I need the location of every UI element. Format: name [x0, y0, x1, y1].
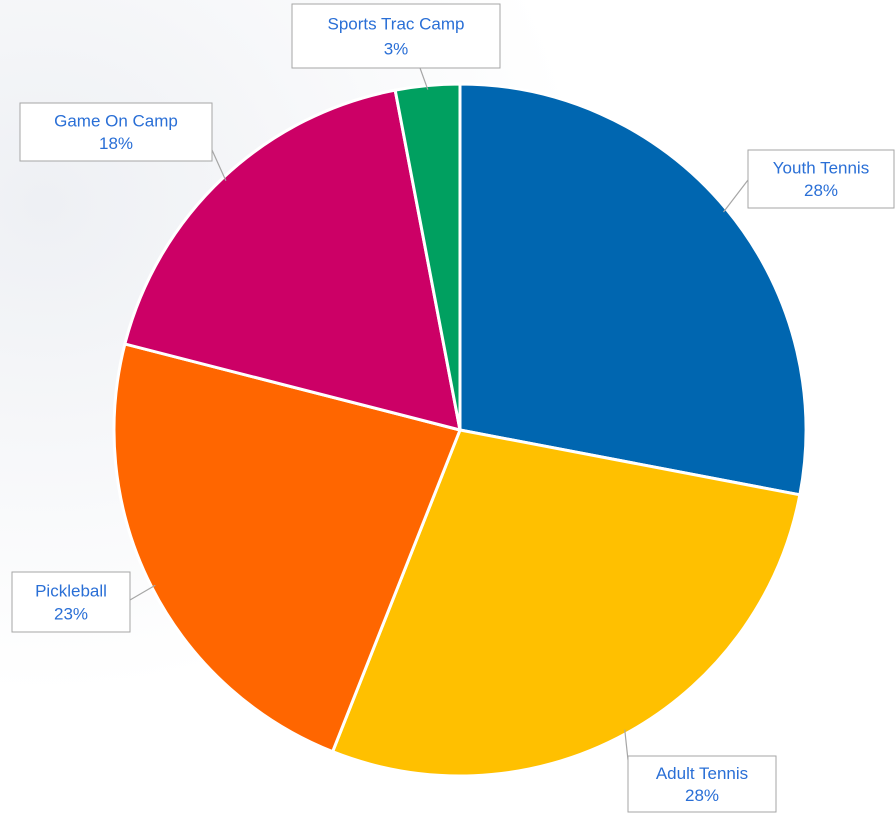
- pie-slice: [331, 428, 802, 778]
- label-category: Pickleball: [35, 581, 107, 600]
- label-box: [747, 149, 895, 209]
- label-value: 28%: [685, 786, 719, 805]
- label-box: [19, 102, 213, 162]
- leader-line: [129, 584, 156, 601]
- label-value: 18%: [99, 134, 133, 153]
- label-box: [11, 571, 131, 633]
- pie: [112, 82, 808, 778]
- label-value: 3%: [384, 40, 409, 59]
- label-category: Adult Tennis: [656, 764, 748, 783]
- pie-slice: [458, 82, 808, 497]
- label-value: 28%: [804, 181, 838, 200]
- leader-line: [211, 149, 227, 181]
- label-box: [627, 755, 777, 813]
- label-category: Youth Tennis: [773, 159, 869, 178]
- label-box: [291, 3, 501, 69]
- pie-slice: [123, 88, 462, 432]
- leader-line: [624, 729, 629, 761]
- label-value: 23%: [54, 605, 88, 624]
- label-category: Game On Camp: [54, 112, 178, 131]
- leader-line: [723, 179, 749, 213]
- leader-line: [419, 67, 429, 90]
- data-labels: Youth Tennis 28% Adult Tennis 28% Pickleball…: [11, 3, 895, 813]
- pie-slice: [393, 82, 462, 432]
- label-category: Sports Trac Camp: [328, 15, 465, 34]
